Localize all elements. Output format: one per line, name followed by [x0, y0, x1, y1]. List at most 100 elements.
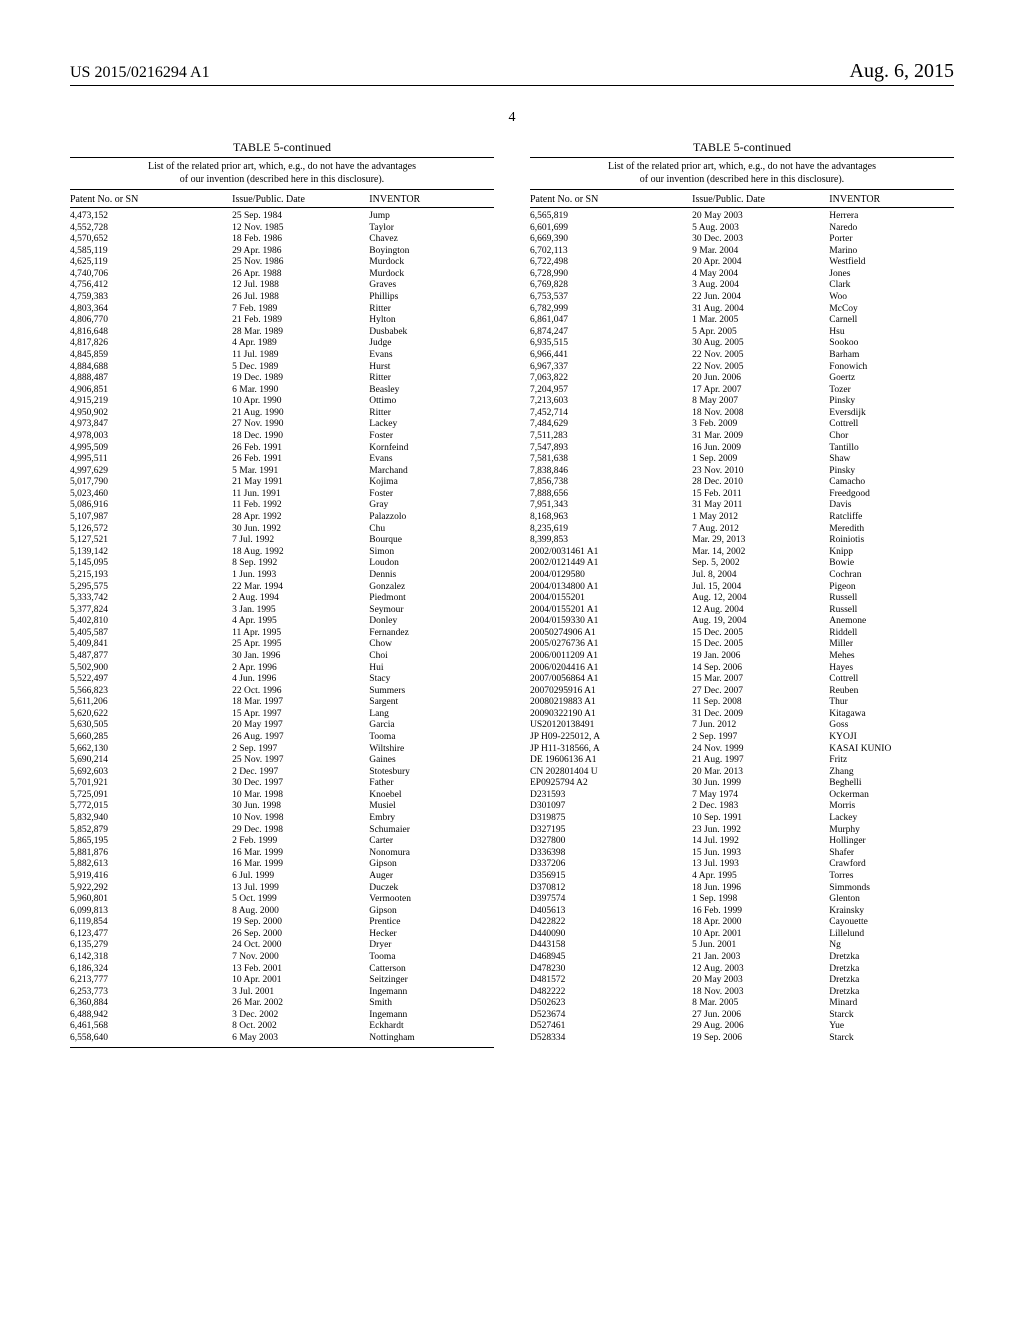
- table-row: 5,402,8104 Apr. 1995Donley: [70, 616, 494, 628]
- table-row: 2002/0121449 A1Sep. 5, 2002Bowie: [530, 558, 954, 570]
- table-cell: 4,585,119: [70, 246, 232, 258]
- table-cell: 26 Feb. 1991: [232, 443, 369, 455]
- table-cell: 4,973,847: [70, 419, 232, 431]
- table-cell: Sep. 5, 2002: [692, 558, 829, 570]
- table-cell: 28 Mar. 1989: [232, 327, 369, 339]
- table-cell: Tooma: [369, 952, 494, 964]
- table-cell: 3 Jan. 1995: [232, 605, 369, 617]
- table-cell: 5,139,142: [70, 547, 232, 559]
- col-header-patent: Patent No. or SN: [70, 194, 232, 205]
- table-row: 6,558,6406 May 2003Nottingham: [70, 1033, 494, 1045]
- table-row: 5,333,7422 Aug. 1994Piedmont: [70, 593, 494, 605]
- table-cell: 12 Aug. 2004: [692, 605, 829, 617]
- table-row: 2004/0155201 A112 Aug. 2004Russell: [530, 605, 954, 617]
- table-row: 5,295,57522 Mar. 1994Gonzalez: [70, 582, 494, 594]
- table-cell: 5 Aug. 2003: [692, 223, 829, 235]
- caption-line1: List of the related prior art, which, e.…: [148, 161, 416, 172]
- table-cell: 6,702,113: [530, 246, 692, 258]
- table-cell: 6,186,324: [70, 964, 232, 976]
- table-cell: 6,728,990: [530, 269, 692, 281]
- table-row: 4,759,38326 Jul. 1988Phillips: [70, 292, 494, 304]
- table-cell: Riddell: [829, 628, 954, 640]
- table-cell: 25 Nov. 1986: [232, 257, 369, 269]
- table-cell: 19 Sep. 2006: [692, 1033, 829, 1045]
- table-cell: 5,611,206: [70, 697, 232, 709]
- table-cell: 3 Feb. 2009: [692, 419, 829, 431]
- table-cell: 10 Apr. 2001: [232, 975, 369, 987]
- table-cell: 30 Aug. 2005: [692, 338, 829, 350]
- table-cell: Murdock: [369, 257, 494, 269]
- table-cell: 6,753,537: [530, 292, 692, 304]
- table-row: 4,995,51126 Feb. 1991Evans: [70, 454, 494, 466]
- table-cell: 6,558,640: [70, 1033, 232, 1045]
- table-row: 5,611,20618 Mar. 1997Sargent: [70, 697, 494, 709]
- table-cell: 7,856,738: [530, 477, 692, 489]
- table-cell: 7 May 1974: [692, 790, 829, 802]
- table-cell: Reuben: [829, 686, 954, 698]
- table-row: 6,702,1139 Mar. 2004Marino: [530, 246, 954, 258]
- table-cell: 2004/0155201: [530, 593, 692, 605]
- table-cell: 26 Sep. 2000: [232, 929, 369, 941]
- table-row: 6,782,99931 Aug. 2004McCoy: [530, 304, 954, 316]
- table-cell: 2004/0159330 A1: [530, 616, 692, 628]
- table-cell: 5 Apr. 2005: [692, 327, 829, 339]
- table-cell: Father: [369, 778, 494, 790]
- table-cell: 4,806,770: [70, 315, 232, 327]
- table-cell: 19 Jan. 2006: [692, 651, 829, 663]
- table-cell: 12 Jul. 1988: [232, 280, 369, 292]
- table-cell: Goss: [829, 720, 954, 732]
- table-cell: 27 Dec. 2007: [692, 686, 829, 698]
- table-cell: 16 Feb. 1999: [692, 906, 829, 918]
- table-cell: 5,086,916: [70, 500, 232, 512]
- table-cell: D327195: [530, 825, 692, 837]
- table-cell: 20080219883 A1: [530, 697, 692, 709]
- table-cell: Prentice: [369, 917, 494, 929]
- table-cell: 15 Dec. 2005: [692, 628, 829, 640]
- table-cell: 20 Mar. 2013: [692, 767, 829, 779]
- table-cell: 21 Jan. 2003: [692, 952, 829, 964]
- table-cell: 5,701,921: [70, 778, 232, 790]
- table-cell: 5,922,292: [70, 883, 232, 895]
- table-cell: 6,769,828: [530, 280, 692, 292]
- table-cell: Carnell: [829, 315, 954, 327]
- table-cell: 30 Dec. 2003: [692, 234, 829, 246]
- table-cell: 4,995,509: [70, 443, 232, 455]
- table-cell: 20070295916 A1: [530, 686, 692, 698]
- table-cell: Carter: [369, 836, 494, 848]
- table-cell: 7,951,343: [530, 500, 692, 512]
- table-row: 4,915,21910 Apr. 1990Ottimo: [70, 396, 494, 408]
- table-row: 4,978,00318 Dec. 1990Foster: [70, 431, 494, 443]
- table-row: 5,620,62215 Apr. 1997Lang: [70, 709, 494, 721]
- table-cell: 19 Sep. 2000: [232, 917, 369, 929]
- table-cell: 20 Apr. 2004: [692, 257, 829, 269]
- table-cell: 1 Sep. 2009: [692, 454, 829, 466]
- table-cell: 7,213,603: [530, 396, 692, 408]
- table-row: 4,625,11925 Nov. 1986Murdock: [70, 257, 494, 269]
- table-row: 2007/0056864 A115 Mar. 2007Cottrell: [530, 674, 954, 686]
- table-row: 4,845,85911 Jul. 1989Evans: [70, 350, 494, 362]
- table-cell: JP H09-225012, A: [530, 732, 692, 744]
- table-row: 6,119,85419 Sep. 2000Prentice: [70, 917, 494, 929]
- table-cell: 8 Oct. 2002: [232, 1021, 369, 1033]
- table-cell: Schumaier: [369, 825, 494, 837]
- table-cell: Woo: [829, 292, 954, 304]
- table-cell: Chow: [369, 639, 494, 651]
- table-cell: 30 Jun. 1999: [692, 778, 829, 790]
- table-cell: Pigeon: [829, 582, 954, 594]
- table-row: 5,772,01530 Jun. 1998Musiel: [70, 801, 494, 813]
- table-cell: 4,995,511: [70, 454, 232, 466]
- table-cell: D301097: [530, 801, 692, 813]
- table-cell: Stacy: [369, 674, 494, 686]
- table-row: 5,882,61316 Mar. 1999Gipson: [70, 859, 494, 871]
- table-cell: D422822: [530, 917, 692, 929]
- table-cell: Jul. 8, 2004: [692, 570, 829, 582]
- table-row: 5,852,87929 Dec. 1998Schumaier: [70, 825, 494, 837]
- table-row: D3569154 Apr. 1995Torres: [530, 871, 954, 883]
- table-row: 5,502,9002 Apr. 1996Hui: [70, 663, 494, 675]
- table-cell: 4,625,119: [70, 257, 232, 269]
- table-cell: 18 Jun. 1996: [692, 883, 829, 895]
- table-cell: Morris: [829, 801, 954, 813]
- table-row: 4,816,64828 Mar. 1989Dusbabek: [70, 327, 494, 339]
- table-row: D42282218 Apr. 2000Cayouette: [530, 917, 954, 929]
- table-cell: 30 Jun. 1998: [232, 801, 369, 813]
